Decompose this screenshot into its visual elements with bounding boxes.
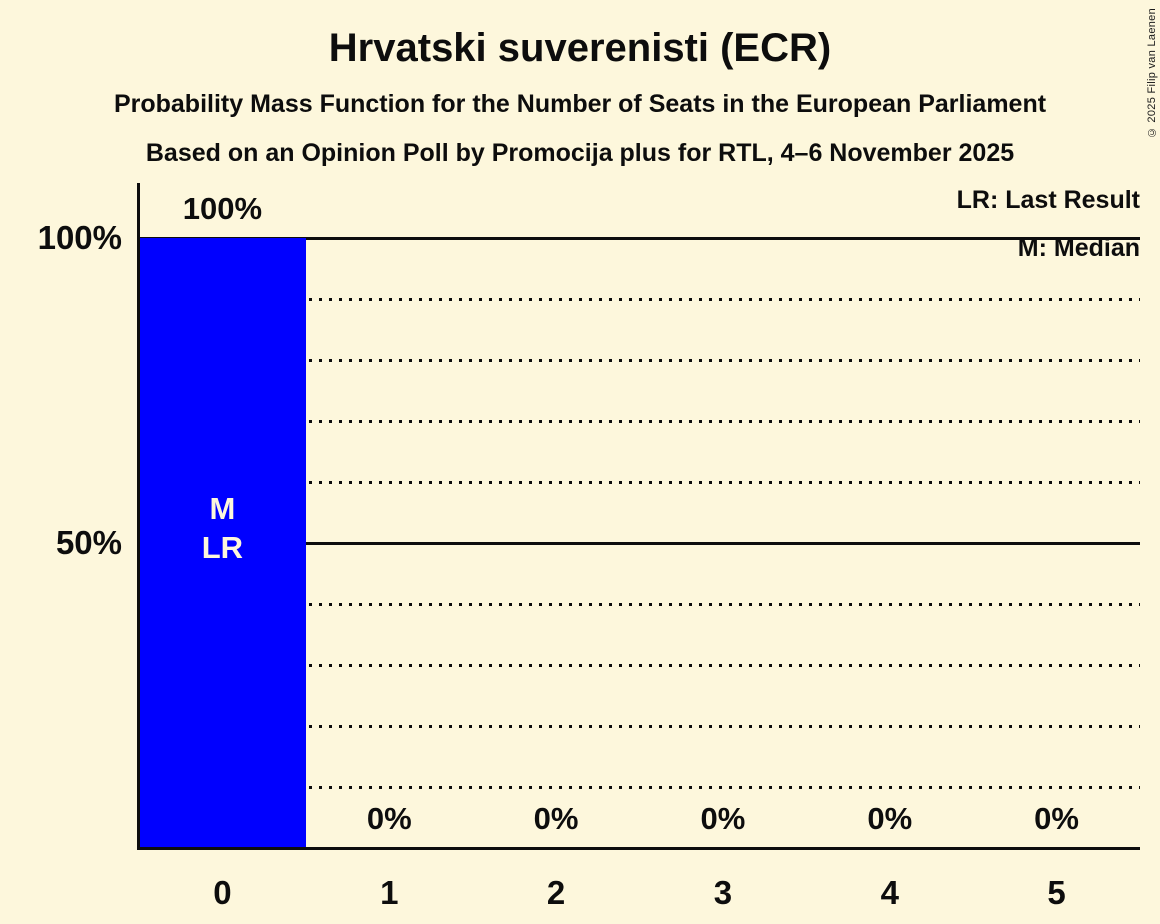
- bar-value-label-3: 0%: [700, 801, 746, 836]
- x-tick-label-2: 2: [546, 874, 566, 911]
- bar-value-label-4: 0%: [867, 801, 913, 836]
- gridline-dotted-80pct: [139, 358, 1140, 362]
- y-axis-line: [137, 183, 140, 850]
- x-tick-label-0: 0: [213, 874, 232, 911]
- bar-value-label-0: 100%: [182, 191, 263, 226]
- x-axis-line: [137, 846, 1140, 850]
- chart-subtitle: Probability Mass Function for the Number…: [113, 90, 1047, 118]
- legend-last-result: LR: Last Result: [956, 186, 1140, 214]
- x-tick-label-3: 3: [713, 874, 733, 911]
- gridline-dotted-60pct: [139, 480, 1140, 484]
- y-tick-label-50pct: 50%: [55, 524, 122, 561]
- gridline-dotted-40pct: [139, 602, 1140, 606]
- gridline-dotted-90pct: [139, 297, 1140, 301]
- x-tick-label-4: 4: [880, 874, 899, 911]
- bar-value-label-2: 0%: [533, 801, 579, 836]
- gridline-dotted-70pct: [139, 419, 1140, 423]
- gridline-dotted-20pct: [139, 724, 1140, 728]
- chart-poll-source: Based on an Opinion Poll by Promocija pl…: [145, 139, 1015, 167]
- x-tick-label-1: 1: [380, 874, 399, 911]
- chart-title: Hrvatski suverenisti (ECR): [328, 26, 832, 70]
- bar-value-label-5: 0%: [1034, 801, 1079, 836]
- gridline-dotted-30pct: [139, 663, 1140, 667]
- gridline-solid-100pct: [139, 236, 1140, 240]
- bar-seats-0: [139, 238, 306, 848]
- bar-annotation-median-lastresult: M LR: [201, 491, 244, 565]
- bar-value-label-1: 0%: [366, 801, 412, 836]
- y-tick-label-100pct: 100%: [37, 219, 122, 256]
- gridline-solid-50pct: [139, 541, 1140, 545]
- gridline-dotted-10pct: [139, 785, 1140, 789]
- x-tick-label-5: 5: [1047, 874, 1066, 911]
